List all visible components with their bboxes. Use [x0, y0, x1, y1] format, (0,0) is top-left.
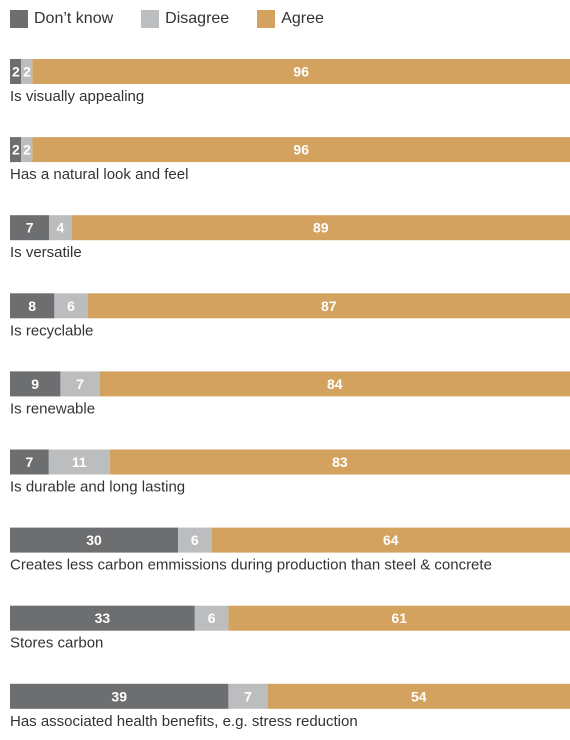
bar-agree-8: [228, 605, 570, 631]
data-label-don-t-know-9: 39: [111, 688, 127, 704]
data-label-agree-4: 87: [321, 298, 337, 314]
data-label-disagree-9: 7: [244, 688, 252, 704]
bar-disagree-5: [60, 371, 100, 397]
bar-don-t-know-7: [10, 527, 178, 553]
bar-don-t-know-2: [10, 137, 22, 163]
data-label-disagree-7: 6: [191, 532, 199, 548]
bar-don-t-know-6: [10, 449, 49, 475]
data-label-agree-1: 96: [293, 64, 309, 80]
legend-label-disagree: Disagree: [165, 10, 230, 27]
data-label-agree-3: 89: [313, 220, 329, 236]
data-label-disagree-6: 11: [72, 454, 87, 470]
data-label-disagree-8: 6: [208, 610, 216, 626]
legend-swatch-disagree: [141, 10, 160, 28]
data-label-agree-5: 84: [327, 376, 343, 392]
legend-item-agree: Agree: [257, 10, 324, 28]
bar-disagree-7: [178, 527, 212, 553]
bar-disagree-8: [194, 605, 229, 631]
bar-disagree-9: [228, 683, 268, 709]
bar-agree-4: [87, 293, 570, 319]
data-label-agree-7: 64: [383, 532, 399, 548]
category-label-3: Is versatile: [10, 244, 82, 261]
category-label-1: Is visually appealing: [10, 88, 144, 105]
category-label-7: Creates less carbon emmissions during pr…: [10, 557, 492, 574]
data-label-disagree-3: 4: [57, 220, 65, 236]
bar-disagree-3: [49, 215, 72, 241]
data-label-don-t-know-1: 2: [12, 64, 20, 80]
category-label-4: Is recyclable: [10, 322, 93, 339]
data-label-agree-2: 96: [293, 142, 309, 158]
category-label-6: Is durable and long lasting: [10, 479, 185, 496]
bar-agree-3: [71, 215, 570, 241]
data-label-disagree-1: 2: [23, 64, 31, 80]
bar-don-t-know-1: [10, 59, 22, 84]
category-label-2: Has a natural look and feel: [10, 166, 188, 183]
data-label-don-t-know-7: 30: [86, 532, 102, 548]
bar-agree-5: [99, 371, 570, 397]
bar-don-t-know-3: [10, 215, 50, 241]
category-label-8: Stores carbon: [10, 635, 103, 652]
data-label-don-t-know-2: 2: [12, 142, 20, 158]
legend-item-disagree: Disagree: [141, 10, 229, 28]
bar-don-t-know-8: [10, 605, 195, 631]
category-label-9: Has associated health benefits, e.g. str…: [10, 713, 358, 730]
category-label-5: Is renewable: [10, 400, 95, 417]
legend-swatch-dont-know: [10, 10, 28, 28]
data-label-disagree-5: 7: [76, 376, 84, 392]
data-label-don-t-know-8: 33: [95, 610, 111, 626]
data-label-don-t-know-5: 9: [31, 376, 39, 392]
data-label-don-t-know-6: 7: [26, 454, 34, 470]
data-label-disagree-4: 6: [67, 298, 75, 314]
data-label-agree-6: 83: [332, 454, 348, 470]
bar-disagree-6: [48, 449, 110, 475]
legend-item-dont-know: Don’t know: [10, 10, 113, 28]
bar-disagree-4: [54, 293, 88, 319]
bar-agree-9: [267, 683, 570, 709]
bar-don-t-know-9: [10, 683, 229, 709]
bar-disagree-2: [21, 137, 33, 163]
legend-label-dont-know: Don’t know: [34, 10, 114, 27]
legend: Don’t know Disagree Agree: [10, 8, 352, 30]
data-label-agree-8: 61: [391, 610, 407, 626]
data-label-agree-9: 54: [411, 688, 427, 704]
bar-agree-1: [32, 59, 570, 84]
data-label-disagree-2: 2: [23, 142, 31, 158]
data-label-don-t-know-3: 7: [26, 220, 34, 236]
bar-disagree-1: [21, 59, 33, 84]
bar-agree-7: [211, 527, 570, 553]
bar-don-t-know-5: [10, 371, 61, 397]
bar-agree-2: [32, 137, 570, 163]
bar-don-t-know-4: [10, 293, 55, 319]
bar-agree-6: [109, 449, 570, 475]
legend-label-agree: Agree: [281, 10, 324, 27]
data-label-don-t-know-4: 8: [28, 298, 36, 314]
legend-swatch-agree: [257, 10, 276, 28]
